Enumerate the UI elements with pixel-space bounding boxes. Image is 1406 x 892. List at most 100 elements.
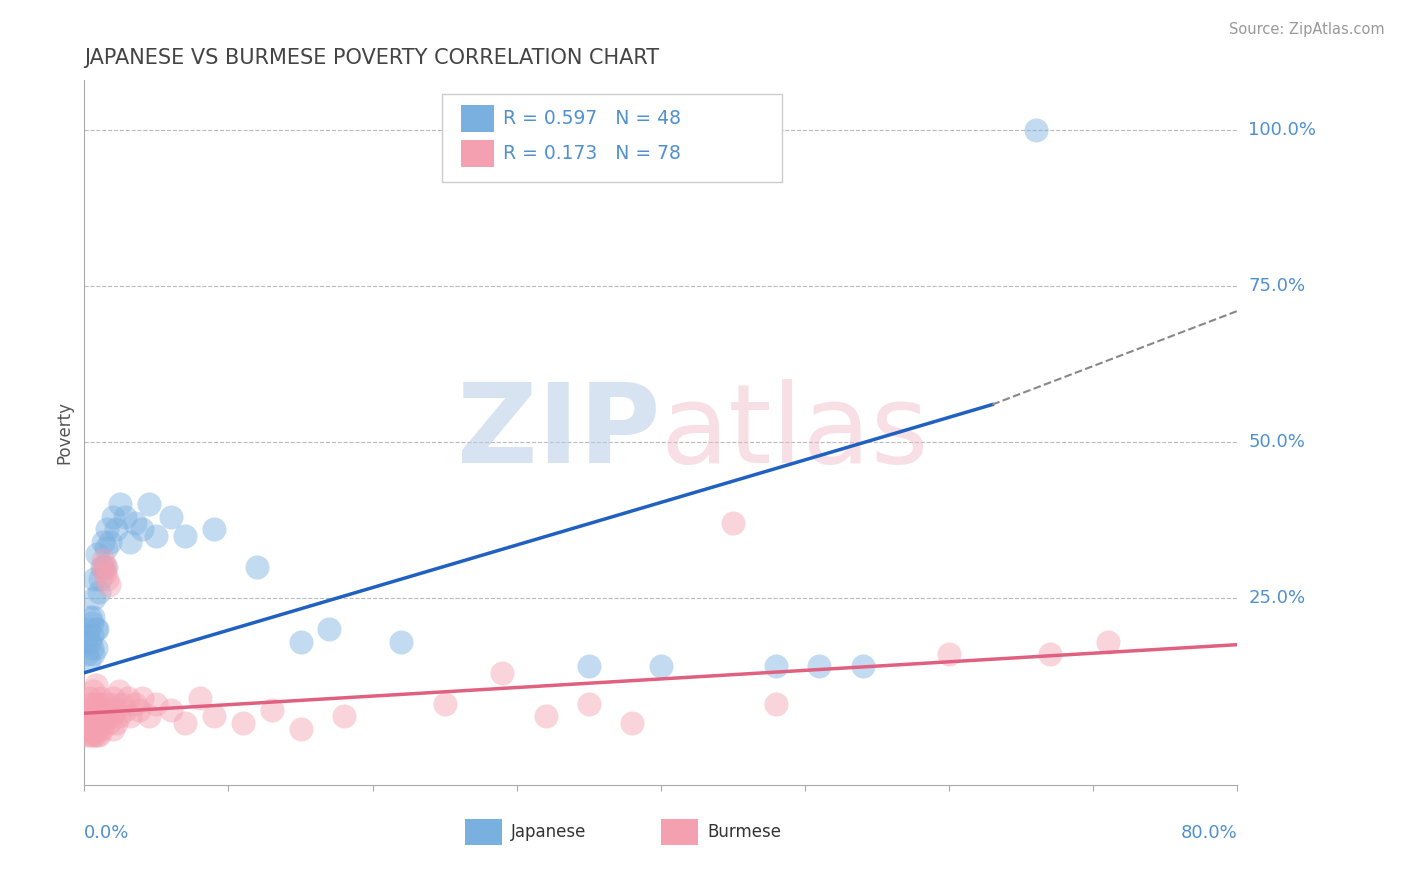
Y-axis label: Poverty: Poverty: [55, 401, 73, 464]
Point: [98, 534, 121, 549]
Point: [77, 722, 100, 736]
Point: [96, 703, 118, 717]
Point: [87, 697, 110, 711]
Point: [808, 659, 831, 673]
Point: [77, 622, 100, 636]
Point: [80, 697, 103, 711]
Point: [76, 709, 98, 723]
Point: [96, 572, 118, 586]
Text: 80.0%: 80.0%: [1181, 824, 1237, 842]
Point: [160, 703, 183, 717]
Point: [90, 722, 112, 736]
Text: atlas: atlas: [661, 379, 929, 486]
Point: [105, 715, 128, 730]
Point: [108, 684, 131, 698]
Text: Source: ZipAtlas.com: Source: ZipAtlas.com: [1229, 22, 1385, 37]
Point: [82, 647, 104, 661]
Point: [83, 591, 105, 605]
Point: [83, 715, 105, 730]
Point: [110, 497, 132, 511]
Point: [246, 559, 269, 574]
Point: [120, 534, 142, 549]
FancyBboxPatch shape: [661, 820, 697, 845]
Point: [90, 703, 112, 717]
Point: [75, 722, 97, 736]
Text: 0.0%: 0.0%: [84, 824, 129, 842]
Point: [1039, 647, 1062, 661]
Point: [938, 647, 960, 661]
Point: [86, 709, 108, 723]
Point: [79, 728, 101, 742]
Point: [87, 715, 110, 730]
Point: [82, 728, 104, 742]
Point: [84, 640, 107, 655]
Point: [131, 690, 153, 705]
Point: [89, 709, 111, 723]
Point: [117, 690, 139, 705]
Point: [96, 522, 118, 536]
Point: [86, 547, 108, 561]
Text: R = 0.597   N = 48: R = 0.597 N = 48: [503, 109, 681, 128]
Point: [77, 653, 100, 667]
Text: ZIP: ZIP: [457, 379, 661, 486]
FancyBboxPatch shape: [441, 95, 782, 183]
Point: [91, 559, 114, 574]
Point: [93, 697, 115, 711]
Text: 25.0%: 25.0%: [1249, 589, 1306, 607]
Point: [77, 715, 100, 730]
Point: [621, 715, 644, 730]
Point: [103, 690, 124, 705]
Point: [131, 522, 153, 536]
Point: [124, 516, 146, 530]
Point: [75, 715, 97, 730]
Point: [765, 697, 787, 711]
Point: [76, 697, 98, 711]
Text: 100.0%: 100.0%: [1249, 121, 1316, 139]
Point: [80, 640, 103, 655]
Point: [100, 709, 122, 723]
Point: [91, 715, 114, 730]
Point: [260, 703, 283, 717]
Point: [174, 715, 197, 730]
Point: [80, 722, 103, 736]
Point: [138, 709, 160, 723]
Point: [491, 665, 513, 680]
Point: [103, 509, 124, 524]
Point: [87, 584, 110, 599]
Point: [232, 715, 254, 730]
Point: [90, 559, 112, 574]
Point: [84, 678, 107, 692]
Point: [202, 522, 225, 536]
Point: [82, 609, 104, 624]
Point: [105, 703, 128, 717]
FancyBboxPatch shape: [465, 820, 502, 845]
Point: [318, 622, 340, 636]
Point: [94, 709, 117, 723]
Point: [578, 697, 600, 711]
Point: [98, 697, 121, 711]
Point: [76, 628, 98, 642]
Point: [1025, 123, 1047, 137]
Point: [86, 728, 108, 742]
Point: [145, 697, 167, 711]
Point: [333, 709, 356, 723]
Point: [391, 634, 413, 648]
Point: [79, 709, 101, 723]
Point: [114, 509, 136, 524]
Point: [76, 728, 98, 742]
Point: [76, 647, 98, 661]
Point: [83, 572, 105, 586]
Point: [94, 541, 117, 555]
Point: [174, 528, 197, 542]
Point: [578, 659, 600, 673]
Point: [84, 697, 107, 711]
Text: Burmese: Burmese: [707, 823, 780, 841]
Text: Japanese: Japanese: [510, 823, 586, 841]
Point: [83, 728, 105, 742]
Point: [79, 690, 101, 705]
Point: [93, 566, 115, 580]
Point: [852, 659, 875, 673]
Point: [120, 709, 142, 723]
Point: [128, 703, 150, 717]
Point: [290, 634, 312, 648]
